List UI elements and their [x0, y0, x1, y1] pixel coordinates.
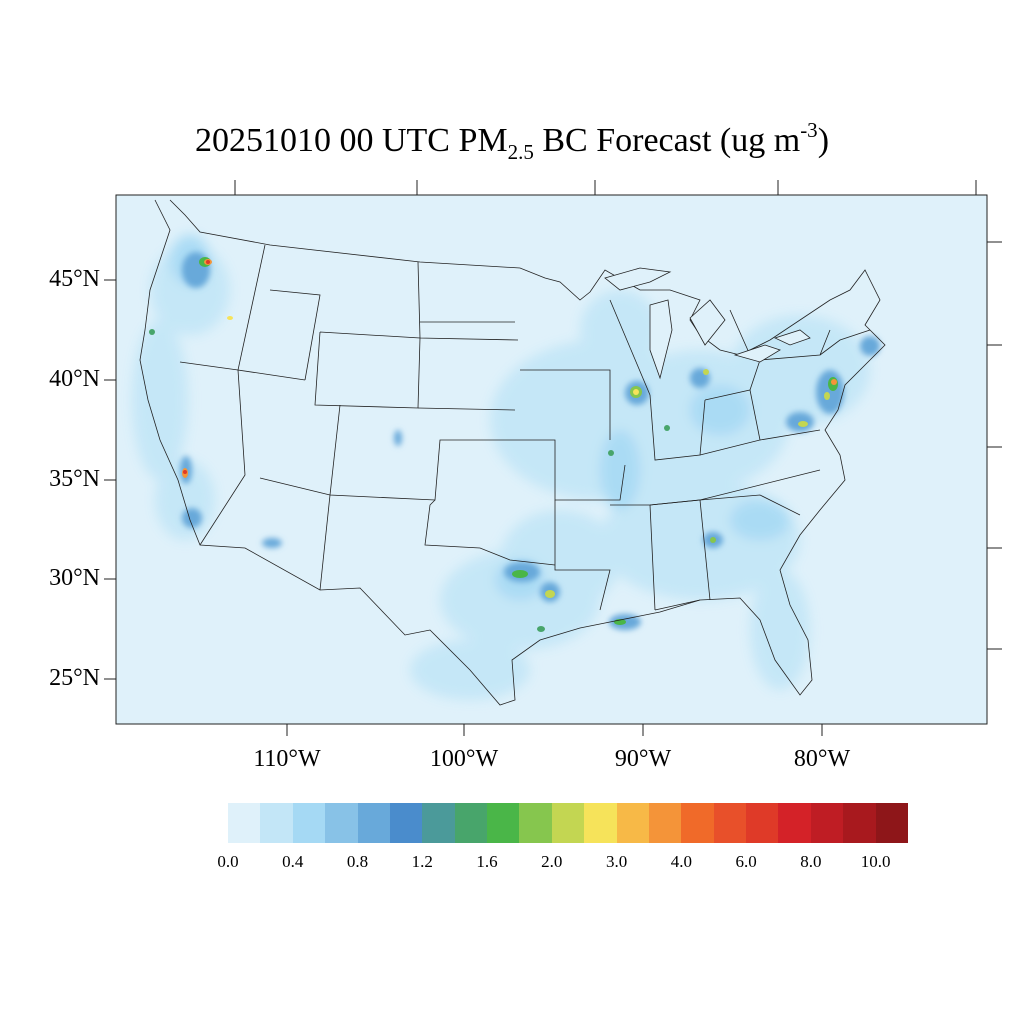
boundary-lines [139, 199, 886, 706]
colorbar-tick-label: 1.2 [411, 852, 433, 871]
lat-label-25n: 25°N [49, 665, 100, 691]
lat-label-40n: 40°N [49, 366, 100, 392]
colorbar-swatch [843, 803, 876, 843]
lon-label-100w: 100°W [429, 746, 499, 772]
colorbar-swatch [260, 803, 293, 843]
colorbar-tick-label: 6.0 [735, 852, 757, 871]
colorbar-swatch [551, 803, 585, 843]
colorbar-swatch [778, 803, 811, 843]
colorbar-swatch [292, 803, 326, 843]
title-middle: BC Forecast (ug m [533, 122, 801, 159]
colorbar-tick-label: 10.0 [860, 852, 891, 871]
title-subscript: 2.5 [507, 140, 534, 164]
colorbar-swatch [389, 803, 423, 843]
great-lakes [604, 267, 811, 380]
colorbar-swatch [422, 803, 455, 843]
colorbar-swatch [487, 803, 520, 843]
title-suffix: ) [817, 122, 830, 159]
map-border [115, 194, 988, 725]
colorbar-swatch [454, 803, 487, 843]
colorbar-swatch [228, 803, 261, 843]
axis-ticks [104, 180, 1002, 736]
colorbar-swatch [357, 803, 390, 843]
colorbar-tick-label: 1.6 [476, 852, 498, 871]
colorbar-tick-label: 0.8 [346, 852, 369, 871]
colorbar-swatch [713, 803, 746, 843]
colorbar-swatch [616, 803, 649, 843]
title-superscript: -3 [800, 118, 818, 142]
lon-label-80w: 80°W [793, 746, 851, 772]
lat-label-35n: 35°N [49, 466, 100, 492]
colorbar-swatch [681, 803, 714, 843]
lon-label-110w: 110°W [253, 746, 321, 772]
title-prefix: 20251010 00 UTC PM [194, 122, 508, 159]
colorbar-swatch [519, 803, 552, 843]
lat-label-30n: 30°N [49, 565, 100, 591]
lon-label-90w: 90°W [614, 746, 672, 772]
colorbar-tick-label: 0.0 [217, 852, 239, 871]
colorbar-swatch [746, 803, 779, 843]
colorbar-tick-label: 4.0 [670, 852, 692, 871]
colorbar-swatch [325, 803, 358, 843]
high-hotspots [149, 257, 838, 632]
colorbar [228, 803, 908, 843]
colorbar-swatch [584, 803, 617, 843]
concentration-field [132, 199, 886, 706]
colorbar-swatch [648, 803, 682, 843]
colorbar-tick-label: 0.4 [282, 852, 304, 871]
colorbar-swatch [875, 803, 908, 843]
lat-label-45n: 45°N [49, 266, 100, 292]
colorbar-tick-label: 8.0 [800, 852, 822, 871]
colorbar-tick-label: 2.0 [541, 852, 563, 871]
colorbar-tick-label: 3.0 [605, 852, 628, 871]
chart-title: 20251010 00 UTC PM2.5 BC Forecast (ug m-… [0, 118, 1024, 165]
colorbar-swatch [810, 803, 844, 843]
